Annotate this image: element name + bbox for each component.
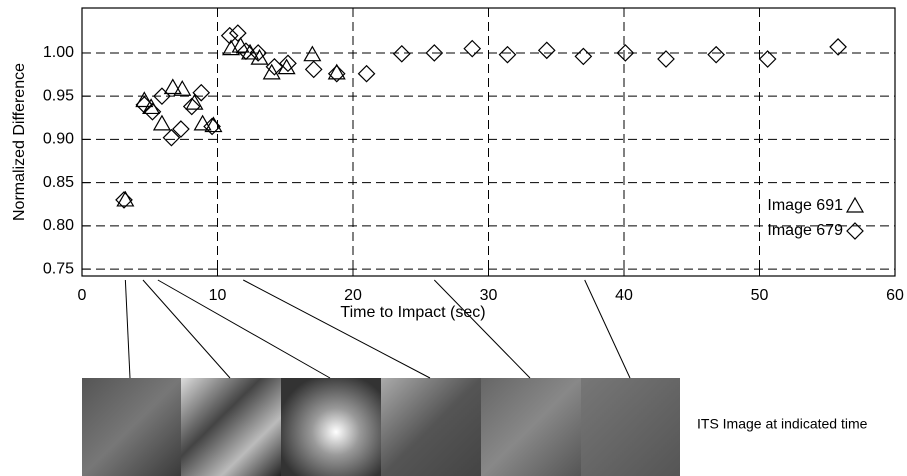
diamond-marker	[192, 83, 211, 102]
triangle-marker	[152, 114, 171, 131]
y-axis-label: Normalized Difference	[11, 63, 28, 221]
annotation: ITS Image at indicated time	[697, 416, 868, 432]
triangle-marker	[262, 63, 281, 80]
triangle-marker	[173, 80, 192, 96]
connector-line	[433, 279, 531, 379]
diamond-marker	[498, 45, 517, 64]
diamond-marker	[237, 42, 255, 61]
diamond-marker	[304, 60, 323, 79]
diamond-marker	[425, 44, 444, 62]
image-frame	[181, 378, 281, 476]
y-tick-label: 1.00	[43, 44, 74, 61]
diamond-marker	[135, 95, 154, 114]
diamond-marker	[616, 44, 635, 62]
diamond-marker	[758, 50, 777, 68]
triangle-marker	[193, 114, 212, 131]
image-frame	[281, 378, 381, 476]
diamond-marker	[220, 26, 239, 45]
x-tick-label: 40	[615, 287, 633, 304]
diamond-marker	[162, 128, 181, 147]
x-tick-label: 60	[886, 287, 904, 304]
diamond-marker	[392, 44, 411, 63]
image-frame	[381, 378, 481, 476]
image-frame	[82, 378, 181, 476]
diamond-marker	[707, 45, 725, 64]
diamond-marker	[463, 39, 482, 58]
x-tick-label: 20	[344, 287, 362, 304]
connector-line	[142, 279, 231, 379]
image-strip	[82, 378, 680, 476]
diamond-marker	[657, 50, 675, 68]
diamond-marker	[829, 38, 847, 56]
triangle-marker	[231, 36, 250, 53]
diamond-marker	[249, 44, 267, 62]
connector-line	[157, 279, 331, 379]
triangle-marker	[163, 78, 182, 95]
y-tick-label: 0.75	[43, 260, 74, 277]
diamond-marker	[357, 64, 376, 83]
diamond-marker	[574, 47, 593, 66]
x-axis-label: Time to Impact (sec)	[340, 304, 485, 321]
diamond-marker	[279, 54, 297, 73]
diamond-marker	[153, 87, 171, 106]
x-tick-label: 0	[78, 287, 87, 304]
diamond-marker	[228, 24, 247, 42]
connector-line	[584, 279, 631, 379]
image-frame	[581, 378, 680, 476]
y-tick-label: 0.85	[43, 174, 74, 191]
connector-line	[124, 279, 131, 379]
diamond-marker	[327, 64, 346, 83]
image-frame	[481, 378, 581, 476]
connector-line	[243, 279, 431, 379]
x-tick-label: 30	[480, 287, 498, 304]
diamond-marker	[172, 120, 190, 138]
x-tick-label: 10	[209, 287, 227, 304]
diamond-marker	[537, 41, 556, 60]
y-tick-label: 0.95	[43, 87, 74, 104]
triangle-marker	[303, 45, 322, 62]
diamond-marker	[115, 191, 133, 209]
legend-label: Image 679	[767, 222, 843, 239]
y-tick-label: 0.90	[43, 131, 74, 148]
x-tick-label: 50	[751, 287, 769, 304]
diamond-marker	[846, 222, 864, 240]
y-tick-label: 0.80	[43, 217, 74, 234]
diamond-marker	[265, 57, 284, 76]
triangle-marker	[250, 48, 269, 65]
legend-label: Image 691	[767, 197, 843, 214]
triangle-marker	[135, 91, 154, 108]
diamond-marker	[143, 102, 162, 121]
triangle-marker	[845, 196, 865, 213]
triangle-marker	[327, 63, 346, 80]
triangle-marker	[185, 93, 204, 110]
diamond-marker	[203, 117, 221, 136]
diamond-marker	[182, 97, 201, 116]
